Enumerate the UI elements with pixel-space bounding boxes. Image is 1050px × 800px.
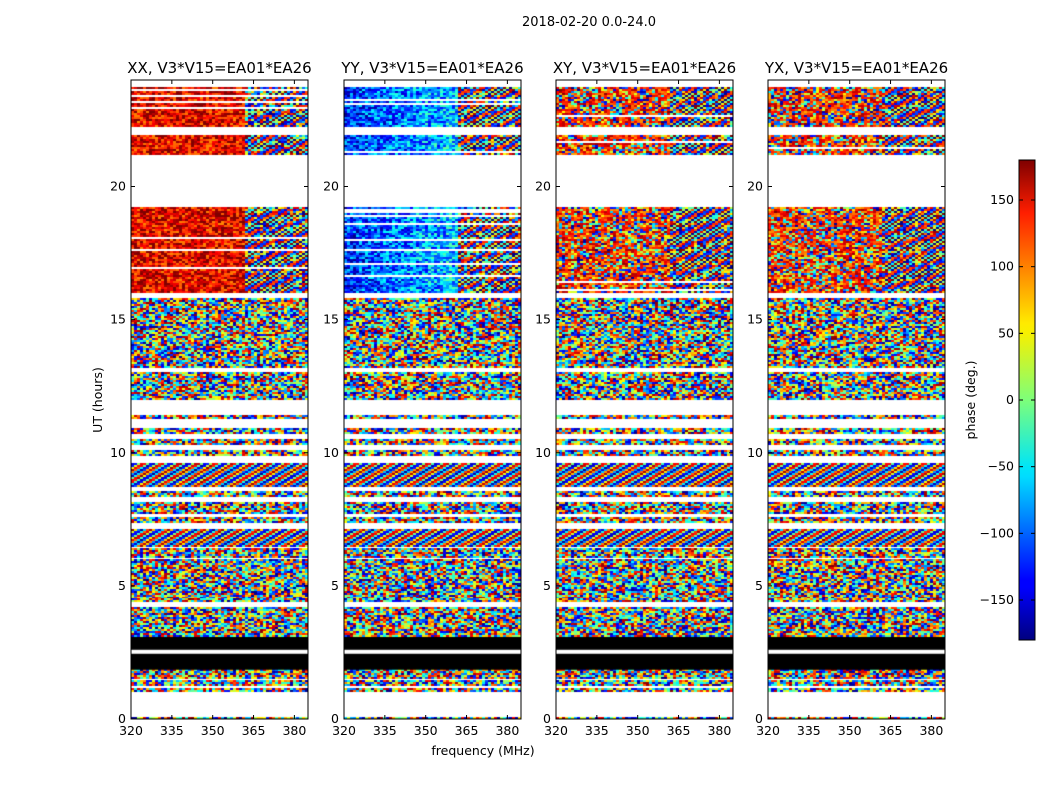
colorbar-tick-label: 150	[990, 192, 1014, 207]
y-tick-label: 5	[755, 578, 763, 593]
y-tick-label: 0	[755, 711, 763, 726]
x-tick-label: 365	[879, 723, 903, 738]
panel-title: YX, V3*V15=EA01*EA26	[764, 59, 948, 77]
colorbar-tick-label: −100	[980, 525, 1014, 540]
y-tick-label: 0	[543, 711, 551, 726]
x-tick-label: 350	[201, 723, 225, 738]
x-tick-label: 380	[707, 723, 731, 738]
colorbar-ticks: 150 100 50 0 −50 −100 −150	[980, 192, 1035, 607]
panel-title: YY, V3*V15=EA01*EA26	[340, 59, 523, 77]
x-tick-label: 320	[756, 723, 780, 738]
panel-xx: XX, V3*V15=EA01*EA26 320 335 350 365 380 0 5 10 1…	[110, 59, 312, 738]
y-tick-label: 5	[543, 578, 551, 593]
x-tick-label: 350	[414, 723, 438, 738]
heatmap-image	[131, 80, 308, 719]
y-tick-label: 15	[535, 312, 551, 327]
x-tick-label: 350	[838, 723, 862, 738]
x-axis-label: frequency (MHz)	[431, 743, 534, 758]
y-tick-label: 5	[331, 578, 339, 593]
axes-frame	[555, 79, 734, 720]
colorbar-tick-label: −50	[988, 459, 1014, 474]
heatmap-image	[344, 80, 521, 719]
panel-xy: XY, V3*V15=EA01*EA26 320 335 350 365 380 0 5 10 1…	[535, 59, 736, 738]
panel-title: XX, V3*V15=EA01*EA26	[127, 59, 311, 77]
axes-frame	[767, 79, 946, 720]
x-tick-label: 365	[242, 723, 266, 738]
axes-frame	[130, 79, 309, 720]
heatmap-image	[768, 80, 945, 719]
axes-frame	[343, 79, 522, 720]
y-tick-label: 0	[331, 711, 339, 726]
y-tick-label: 20	[747, 179, 763, 194]
x-tick-label: 320	[544, 723, 568, 738]
x-tick-label: 320	[119, 723, 143, 738]
y-tick-label: 0	[118, 711, 126, 726]
y-tick-label: 10	[110, 445, 126, 460]
y-tick-label: 15	[323, 312, 339, 327]
y-tick-label: 10	[323, 445, 339, 460]
x-tick-label: 320	[332, 723, 356, 738]
x-tick-label: 365	[455, 723, 479, 738]
x-tick-label: 380	[495, 723, 519, 738]
x-tick-label: 350	[626, 723, 650, 738]
colorbar-tick-label: −150	[980, 592, 1014, 607]
x-tick-label: 335	[797, 723, 821, 738]
heatmap-image	[556, 80, 733, 719]
y-tick-label: 5	[118, 578, 126, 593]
panel-yy: YY, V3*V15=EA01*EA26 320 335 350 365 380 0 5 10 1…	[323, 59, 524, 738]
colorbar-tick-label: 100	[990, 259, 1014, 274]
colorbar: 150 100 50 0 −50 −100 −150 phase (deg.)	[963, 159, 1036, 641]
colorbar-label: phase (deg.)	[963, 361, 978, 440]
y-tick-label: 10	[535, 445, 551, 460]
x-tick-label: 365	[667, 723, 691, 738]
y-tick-label: 15	[747, 312, 763, 327]
x-tick-label: 335	[585, 723, 609, 738]
panel-yx: YX, V3*V15=EA01*EA26 320 335 350 365 380 0 5 10 1…	[747, 59, 948, 738]
y-axis-label: UT (hours)	[90, 367, 105, 433]
figure-suptitle: 2018-02-20 0.0-24.0	[522, 15, 656, 30]
colorbar-tick-label: 0	[1006, 392, 1014, 407]
y-tick-label: 15	[110, 312, 126, 327]
y-tick-label: 20	[535, 179, 551, 194]
y-tick-label: 20	[323, 179, 339, 194]
x-tick-label: 335	[373, 723, 397, 738]
panels: XX, V3*V15=EA01*EA26 320 335 350 365 380 0 5 10 1…	[110, 59, 948, 738]
x-tick-label: 380	[919, 723, 943, 738]
y-tick-label: 10	[747, 445, 763, 460]
colorbar-tick-label: 50	[998, 325, 1014, 340]
y-tick-label: 20	[110, 179, 126, 194]
x-tick-label: 335	[160, 723, 184, 738]
panel-title: XY, V3*V15=EA01*EA26	[553, 59, 736, 77]
x-tick-label: 380	[282, 723, 306, 738]
